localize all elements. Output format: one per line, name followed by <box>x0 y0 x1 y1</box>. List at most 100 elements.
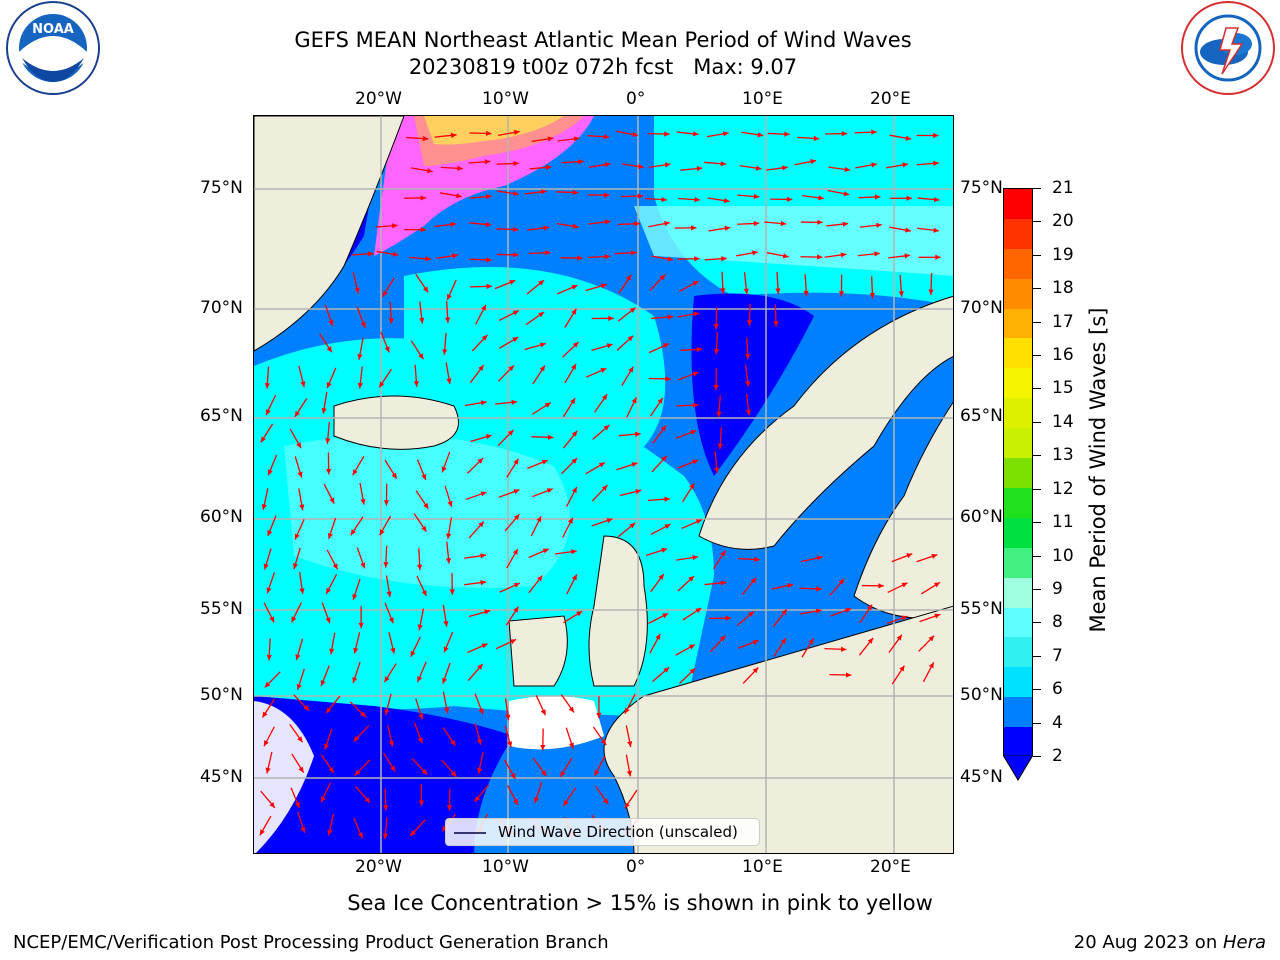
wave-direction-arrowhead <box>904 253 911 259</box>
wave-direction-arrowhead <box>600 368 607 373</box>
wave-direction-arrowhead <box>444 707 450 714</box>
wave-direction-arrowhead <box>292 563 299 570</box>
wave-direction-arrowhead <box>787 583 794 589</box>
wave-direction-arrowhead <box>325 438 331 444</box>
wave-direction-arrowhead <box>816 555 823 561</box>
wave-direction-arrowhead <box>379 529 385 536</box>
colorbar-segment <box>1004 308 1032 339</box>
wave-direction-arrowhead <box>390 765 396 772</box>
wave-direction-arrowhead <box>635 489 642 495</box>
wave-direction-arrowhead <box>267 530 273 537</box>
wave-direction-arrowhead <box>568 742 574 749</box>
wave-direction-arrowhead <box>486 283 493 290</box>
ireland-land <box>508 615 568 687</box>
wave-direction-arrowhead <box>664 496 670 502</box>
wave-direction-arrowhead <box>632 131 639 138</box>
wave-direction-arrowhead <box>631 397 637 404</box>
colorbar-segment <box>1004 547 1032 579</box>
wave-direction-arrowhead <box>906 195 913 201</box>
wave-direction-arrowhead <box>722 131 729 137</box>
wave-direction-arrowhead <box>295 654 301 661</box>
wave-direction-arrowhead <box>874 251 880 257</box>
wave-direction-arrowhead <box>513 252 519 258</box>
wave-direction-arrowhead <box>723 198 730 204</box>
wave-direction-arrowhead <box>418 353 424 360</box>
colorbar-tick-label: 9 <box>1052 578 1063 599</box>
colorbar-tick-label: 4 <box>1052 712 1063 733</box>
wave-direction-arrowhead <box>603 425 610 431</box>
lon-label-bottom: 0° <box>626 857 646 877</box>
wave-direction-arrowhead <box>696 346 703 353</box>
wave-direction-arrowhead <box>297 736 303 743</box>
wave-direction-arrowhead <box>513 606 519 613</box>
wave-direction-arrowhead <box>481 334 488 341</box>
wave-direction-arrowhead <box>357 832 363 839</box>
wave-direction-arrowhead <box>544 402 551 408</box>
wave-direction-arrowhead <box>539 342 546 348</box>
wave-direction-arrowhead <box>260 436 266 443</box>
wave-direction-arrowhead <box>455 193 462 199</box>
wave-direction-arrowhead <box>753 220 760 227</box>
colorbar-segment <box>1004 697 1032 728</box>
wave-direction-arrowhead <box>447 294 452 301</box>
wave-direction-arrowhead <box>324 743 330 750</box>
wave-direction-arrowhead <box>296 442 302 449</box>
lat-label-left: 60°N <box>200 507 243 527</box>
wave-direction-arrowhead <box>513 160 519 167</box>
colorbar-segment <box>1004 458 1032 489</box>
wave-direction-arrowhead <box>485 221 492 227</box>
footer-left: NCEP/EMC/Verification Post Processing Pr… <box>13 932 609 953</box>
colorbar-segment <box>1004 278 1032 310</box>
wave-direction-arrowhead <box>627 741 633 747</box>
colorbar-segment <box>1004 338 1032 369</box>
colorbar-tick-mark <box>1033 622 1041 624</box>
wave-direction-arrowhead <box>360 321 366 328</box>
wave-direction-arrowhead <box>786 196 793 203</box>
wave-direction-arrowhead <box>329 497 335 504</box>
wave-direction-arrowhead <box>567 517 573 524</box>
lat-label-right: 50°N <box>960 685 1003 705</box>
wave-direction-arrowhead <box>486 257 492 263</box>
wave-direction-arrowhead <box>752 250 758 256</box>
wave-direction-arrowhead <box>720 580 727 586</box>
wave-direction-arrowhead <box>264 740 269 747</box>
wave-direction-arrowhead <box>360 498 366 505</box>
wave-direction-arrowhead <box>326 468 332 475</box>
wave-direction-arrowhead <box>513 514 520 521</box>
wave-direction-arrowhead <box>695 519 702 525</box>
wave-direction-arrowhead <box>661 196 667 203</box>
lat-label-left: 50°N <box>200 685 243 705</box>
wave-direction-arrowhead <box>905 135 912 141</box>
wave-direction-arrowhead <box>624 707 630 714</box>
wave-direction-arrowhead <box>664 162 671 168</box>
colorbar-tick-mark <box>1033 254 1041 256</box>
wave-direction-arrowhead <box>721 256 727 262</box>
wave-direction-arrowhead <box>418 713 424 720</box>
wave-direction-arrowhead <box>600 739 607 745</box>
wave-direction-arrowhead <box>844 166 851 172</box>
wave-direction-arrowhead <box>933 132 939 139</box>
wave-direction-arrowhead <box>444 317 451 323</box>
lon-label-top: 20°E <box>870 89 911 109</box>
colorbar-tick-label: 20 <box>1052 211 1074 232</box>
wave-direction-arrowhead <box>780 638 786 645</box>
colorbar-tick-mark <box>1033 421 1041 423</box>
colorbar-segment <box>1004 368 1032 399</box>
wave-direction-arrowhead <box>511 399 518 405</box>
wave-direction-arrowhead <box>353 647 359 654</box>
wave-direction-arrowhead <box>418 800 425 806</box>
lat-label-left: 70°N <box>200 298 243 318</box>
wave-direction-arrowhead <box>578 159 584 165</box>
wave-direction-arrowhead <box>541 459 548 465</box>
colorbar-extend-arrow <box>1003 755 1033 781</box>
wave-direction-arrowhead <box>867 637 874 644</box>
wave-direction-arrowhead <box>745 409 752 416</box>
wave-direction-arrowhead <box>538 280 545 286</box>
nws-logo <box>1176 0 1280 100</box>
wave-direction-arrowhead <box>634 221 640 227</box>
colorbar-tick-mark <box>1033 288 1041 290</box>
wave-direction-arrowhead <box>745 381 751 387</box>
colorbar-tick-label: 19 <box>1052 244 1074 265</box>
wave-direction-arrowhead <box>303 704 310 711</box>
sea-ice-yellow <box>424 116 564 145</box>
